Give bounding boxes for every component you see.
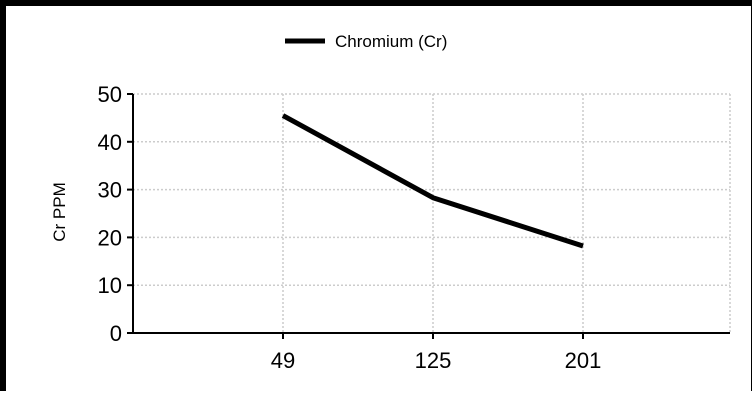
y-tick-label: 50 bbox=[98, 82, 122, 107]
legend: Chromium (Cr) bbox=[285, 32, 447, 51]
series-layer bbox=[281, 113, 584, 249]
y-tick-label: 20 bbox=[98, 225, 122, 250]
x-tick-label: 201 bbox=[565, 348, 602, 373]
x-tick-label: 49 bbox=[271, 348, 295, 373]
y-axis-title: Cr PPM bbox=[50, 182, 69, 242]
series-line-chromium bbox=[281, 113, 584, 249]
grid bbox=[133, 93, 731, 333]
y-tick-label: 10 bbox=[98, 273, 122, 298]
legend-label-chromium: Chromium (Cr) bbox=[335, 32, 447, 51]
y-tick-label: 40 bbox=[98, 130, 122, 155]
axes: 0 10 20 30 40 50 49 125 201 bbox=[98, 82, 730, 373]
y-tick-label: 0 bbox=[110, 321, 122, 346]
y-tick-label: 30 bbox=[98, 178, 122, 203]
line-chart: 0 10 20 30 40 50 49 125 201 Chromium (Cr) Cr PPM bbox=[50, 32, 731, 373]
x-tick-label: 125 bbox=[415, 348, 452, 373]
